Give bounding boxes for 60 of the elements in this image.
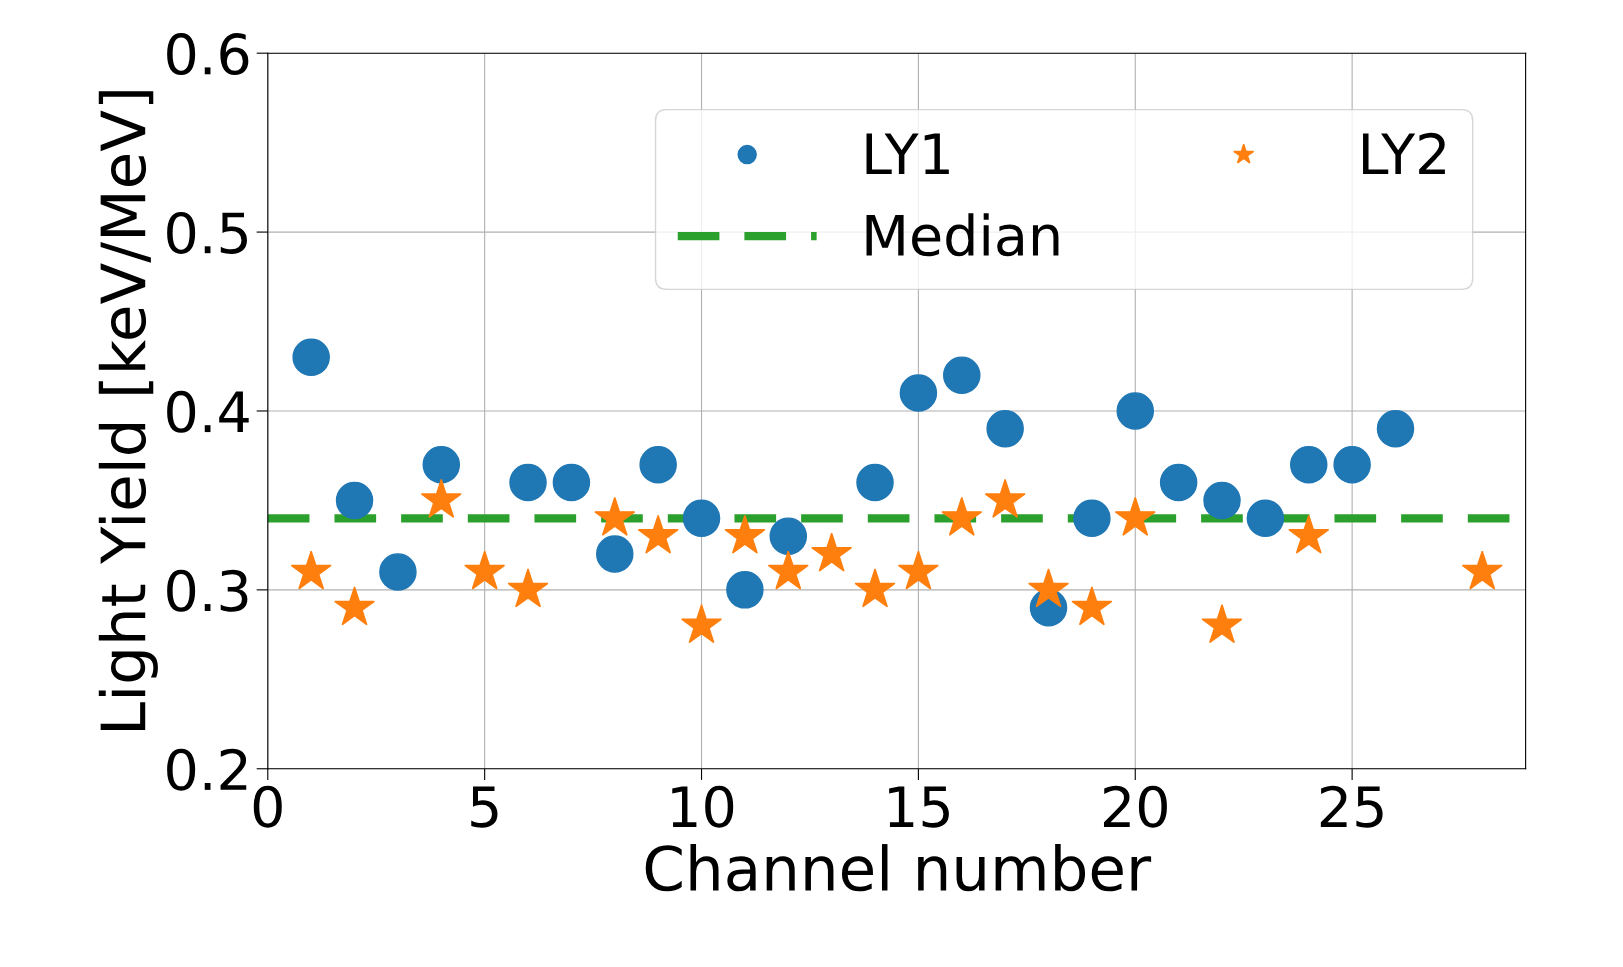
point — [854, 568, 896, 608]
point — [1333, 445, 1371, 484]
y-tick-label: 0.3 — [167, 569, 248, 612]
point — [639, 445, 677, 484]
point — [897, 550, 939, 590]
legend-label: LY1 — [866, 133, 949, 175]
point — [724, 514, 766, 554]
y-tick-label: 0.5 — [167, 211, 247, 254]
point — [811, 532, 853, 572]
legend-label: LY2 — [1363, 132, 1445, 175]
y-tick-label: 0.6 — [167, 33, 249, 76]
point — [1201, 604, 1243, 644]
x-tick-label: 25 — [1320, 785, 1383, 828]
point — [856, 463, 894, 502]
y-axis-title: Light Yield [keV/MeV] — [98, 91, 158, 730]
point — [1203, 481, 1241, 520]
point — [334, 586, 376, 626]
x-tick-label: 15 — [889, 786, 949, 828]
point — [509, 463, 547, 502]
point — [986, 410, 1024, 448]
point — [1288, 514, 1330, 554]
point — [1159, 463, 1198, 502]
point — [1246, 499, 1285, 538]
point — [1028, 568, 1070, 608]
point — [464, 550, 506, 590]
point — [767, 550, 809, 590]
point — [943, 356, 981, 394]
point — [1290, 445, 1328, 484]
point — [552, 463, 591, 502]
point — [507, 568, 549, 608]
point — [420, 478, 462, 518]
point — [379, 553, 417, 591]
point — [941, 496, 983, 536]
point — [1114, 496, 1156, 536]
x-tick-label: 20 — [1103, 785, 1167, 828]
point — [1116, 392, 1155, 430]
point — [290, 550, 332, 590]
y-tick-label: 0.2 — [167, 748, 247, 791]
point — [596, 535, 634, 573]
point — [769, 517, 808, 555]
point — [1461, 550, 1503, 590]
point — [682, 499, 721, 538]
x-tick-label: 10 — [672, 785, 734, 828]
point — [594, 496, 636, 536]
point — [1073, 499, 1111, 538]
x-axis-title: Channel number — [645, 844, 1152, 892]
legend-label: Median — [866, 213, 1059, 257]
y-tick-label: 0.4 — [167, 390, 249, 433]
x-tick-label: 5 — [471, 786, 498, 828]
point — [335, 481, 374, 520]
x-tick-label: 0 — [253, 785, 282, 828]
point — [1071, 586, 1113, 626]
point — [726, 571, 764, 609]
point — [292, 338, 330, 377]
point — [899, 374, 938, 412]
point — [637, 514, 679, 554]
point — [1376, 410, 1415, 448]
point — [681, 604, 723, 644]
point — [422, 445, 461, 484]
point — [984, 478, 1026, 518]
